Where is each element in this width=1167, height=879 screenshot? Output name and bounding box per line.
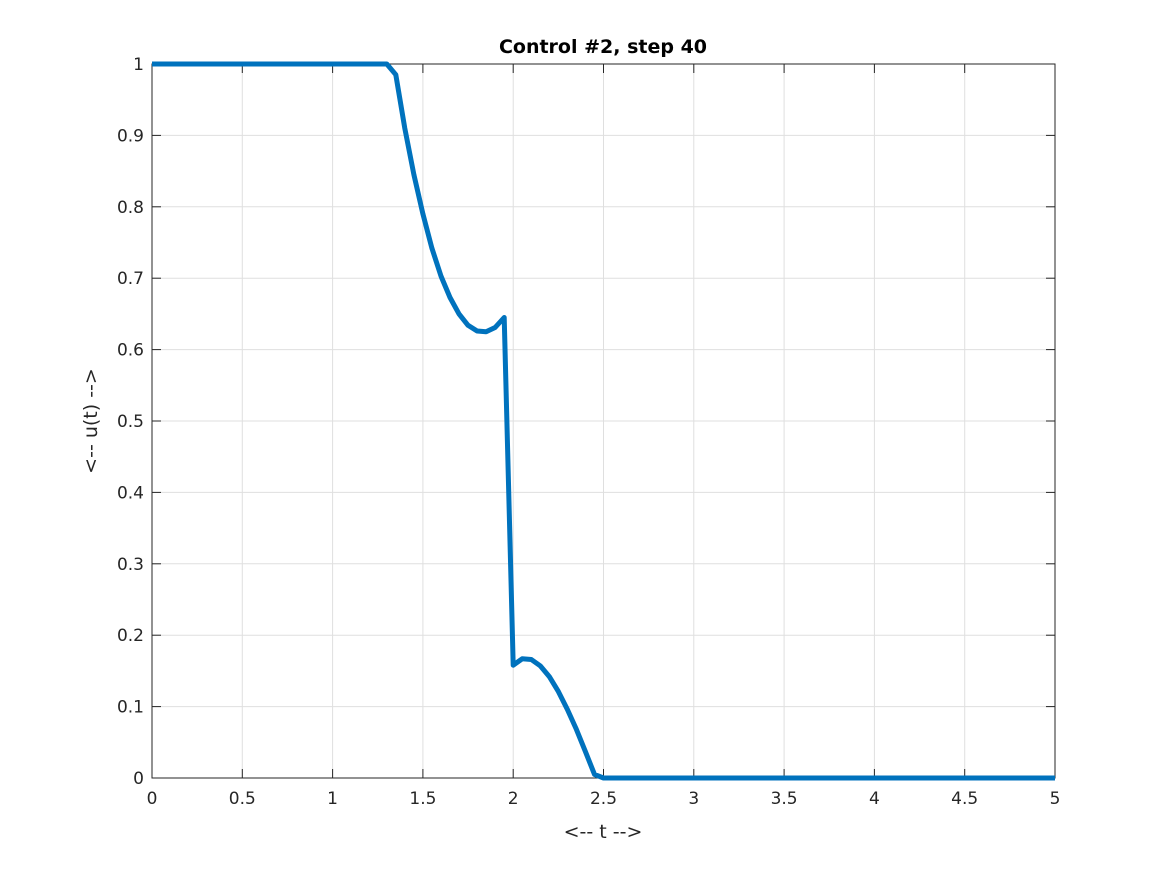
x-tick-label: 1 xyxy=(327,789,338,809)
series-line xyxy=(152,61,1055,781)
x-tick-label: 2 xyxy=(508,789,519,809)
x-tick-label: 5 xyxy=(1050,789,1061,809)
chart-title: Control #2, step 40 xyxy=(499,36,707,58)
x-tick-label: 4.5 xyxy=(951,789,978,809)
x-tick-label: 0.5 xyxy=(229,789,256,809)
y-tick-label: 0.8 xyxy=(117,198,144,218)
x-tick-label: 0 xyxy=(147,789,158,809)
x-tick-label: 3 xyxy=(688,789,699,809)
y-tick-label: 1 xyxy=(133,55,144,75)
y-tick-label: 0.3 xyxy=(117,555,144,575)
x-tick-label: 1.5 xyxy=(409,789,436,809)
y-tick-label: 0.7 xyxy=(117,269,144,289)
y-tick-label: 0.5 xyxy=(117,412,144,432)
y-tick-label: 0.2 xyxy=(117,626,144,646)
y-tick-label: 0.6 xyxy=(117,341,144,361)
y-axis-label: <-- u(t) --> xyxy=(80,368,102,474)
ticks: 0 0.5 1 1.5 2 2.5 3 3.5 4 4.5 5 0 0.1 0.2 0.3 0.4 0.5 0.6… xyxy=(117,55,1060,809)
x-axis-label: <-- t --> xyxy=(564,821,643,843)
x-tick-label: 2.5 xyxy=(590,789,617,809)
x-tick-label: 3.5 xyxy=(771,789,798,809)
y-tick-label: 0.9 xyxy=(117,126,144,146)
y-tick-label: 0.1 xyxy=(117,698,144,718)
x-tick-label: 4 xyxy=(869,789,880,809)
y-tick-label: 0 xyxy=(133,769,144,789)
y-tick-label: 0.4 xyxy=(117,483,144,503)
